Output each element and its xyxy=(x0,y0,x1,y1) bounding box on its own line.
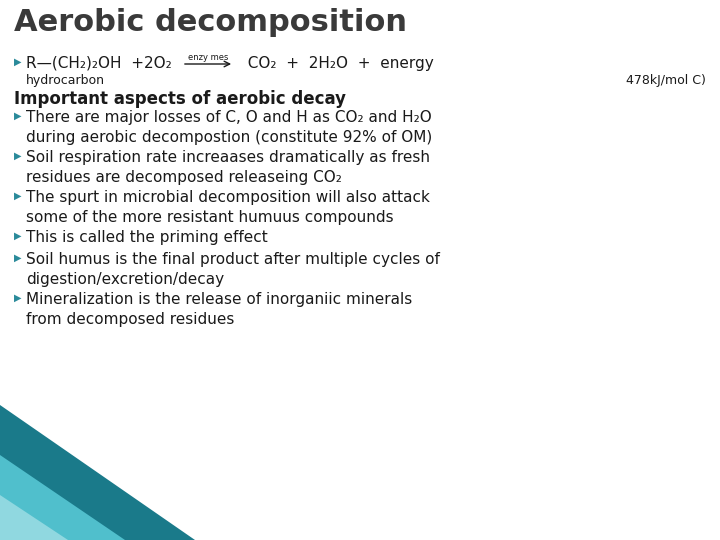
Text: This is called the priming effect: This is called the priming effect xyxy=(26,230,268,245)
Text: hydrocarbon: hydrocarbon xyxy=(26,74,105,87)
Text: 478kJ/mol C): 478kJ/mol C) xyxy=(626,74,706,87)
Text: The spurt in microbial decomposition will also attack
some of the more resistant: The spurt in microbial decomposition wil… xyxy=(26,190,430,225)
Text: Aerobic decomposition: Aerobic decomposition xyxy=(14,8,407,37)
Text: ▶: ▶ xyxy=(14,57,22,67)
Text: enzy mes: enzy mes xyxy=(188,53,228,62)
Text: ▶: ▶ xyxy=(14,111,22,121)
Text: Soil respiration rate increaases dramatically as fresh
residues are decomposed r: Soil respiration rate increaases dramati… xyxy=(26,150,430,185)
Text: Soil humus is the final product after multiple cycles of
digestion/excretion/dec: Soil humus is the final product after mu… xyxy=(26,252,440,287)
Polygon shape xyxy=(0,495,68,540)
Polygon shape xyxy=(0,455,125,540)
Text: Important aspects of aerobic decay: Important aspects of aerobic decay xyxy=(14,90,346,108)
Text: ▶: ▶ xyxy=(14,191,22,201)
Text: ▶: ▶ xyxy=(14,293,22,303)
Text: ▶: ▶ xyxy=(14,151,22,161)
Text: There are major losses of C, O and H as CO₂ and H₂O
during aerobic decompostion : There are major losses of C, O and H as … xyxy=(26,110,432,145)
Text: ▶: ▶ xyxy=(14,231,22,241)
Polygon shape xyxy=(0,405,195,540)
Text: ▶: ▶ xyxy=(14,253,22,263)
Text: CO₂  +  2H₂O  +  energy: CO₂ + 2H₂O + energy xyxy=(238,56,433,71)
Text: R—(CH₂)₂OH  +2O₂: R—(CH₂)₂OH +2O₂ xyxy=(26,56,172,71)
Text: Mineralization is the release of inorganiic minerals
from decomposed residues: Mineralization is the release of inorgan… xyxy=(26,292,413,327)
